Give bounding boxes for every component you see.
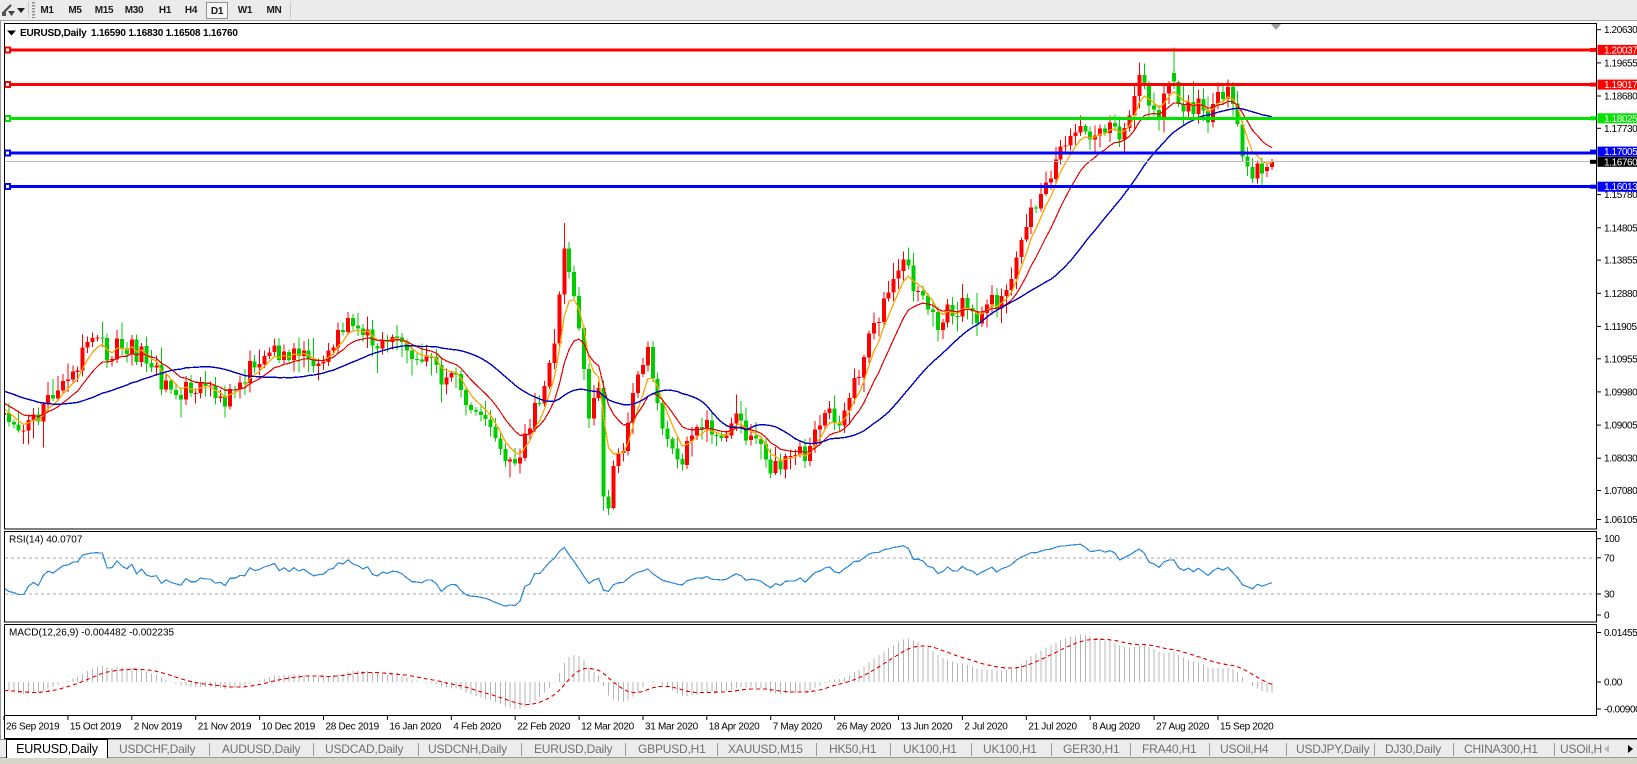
svg-text:31 Mar 2020: 31 Mar 2020 [645,722,699,733]
svg-text:0.0145565: 0.0145565 [1604,628,1637,639]
svg-text:1.18680: 1.18680 [1604,92,1637,103]
svg-text:EURUSD,Daily: EURUSD,Daily [20,28,87,39]
svg-text:21 Nov 2019: 21 Nov 2019 [198,722,252,733]
svg-text:1.17005: 1.17005 [1604,147,1637,158]
svg-text:1.13855: 1.13855 [1604,256,1637,267]
svg-text:2 Jul 2020: 2 Jul 2020 [964,722,1008,733]
svg-text:1.16590 1.16830 1.16508 1.1676: 1.16590 1.16830 1.16508 1.16760 [91,28,238,39]
svg-text:26 Sep 2019: 26 Sep 2019 [6,722,60,733]
svg-text:1.11905: 1.11905 [1604,322,1637,333]
svg-text:21 Jul 2020: 21 Jul 2020 [1028,722,1077,733]
svg-text:0: 0 [1604,611,1610,622]
svg-text:1.16760: 1.16760 [1604,157,1637,168]
svg-text:1.20630: 1.20630 [1604,25,1637,36]
svg-text:28 Dec 2019: 28 Dec 2019 [326,722,380,733]
svg-text:12 Mar 2020: 12 Mar 2020 [581,722,635,733]
svg-text:30: 30 [1604,590,1615,601]
svg-text:1.19655: 1.19655 [1604,58,1637,69]
svg-text:1.19017: 1.19017 [1604,80,1637,91]
svg-text:100: 100 [1604,534,1620,545]
svg-text:18 Apr 2020: 18 Apr 2020 [709,722,760,733]
svg-text:0.00: 0.00 [1604,678,1623,689]
svg-text:1.08030: 1.08030 [1604,454,1637,465]
svg-text:1.06105: 1.06105 [1604,515,1637,526]
svg-text:1.09980: 1.09980 [1604,387,1637,398]
svg-text:26 May 2020: 26 May 2020 [837,722,892,733]
svg-text:1.09005: 1.09005 [1604,421,1637,432]
svg-text:7 May 2020: 7 May 2020 [773,722,823,733]
svg-text:1.12880: 1.12880 [1604,289,1637,300]
svg-text:1.18025: 1.18025 [1604,114,1637,125]
svg-text:8 Aug 2020: 8 Aug 2020 [1092,722,1140,733]
svg-text:1.07080: 1.07080 [1604,486,1637,497]
svg-text:2 Nov 2019: 2 Nov 2019 [134,722,183,733]
svg-text:1.10955: 1.10955 [1604,354,1637,365]
svg-text:70: 70 [1604,553,1615,564]
svg-text:1.14805: 1.14805 [1604,223,1637,234]
svg-text:-0.00900: -0.00900 [1604,705,1637,716]
svg-text:15 Sep 2020: 15 Sep 2020 [1220,722,1274,733]
svg-text:RSI(14) 40.0707: RSI(14) 40.0707 [9,535,83,546]
svg-text:4 Feb 2020: 4 Feb 2020 [453,722,501,733]
svg-text:1.15780: 1.15780 [1604,190,1637,201]
svg-text:1.16013: 1.16013 [1604,182,1637,193]
svg-text:22 Feb 2020: 22 Feb 2020 [517,722,571,733]
svg-text:1.17730: 1.17730 [1604,124,1637,135]
svg-text:MACD(12,26,9) -0.004482 -0.002: MACD(12,26,9) -0.004482 -0.002235 [9,628,175,639]
svg-text:1.20037: 1.20037 [1604,45,1637,56]
svg-text:10 Dec 2019: 10 Dec 2019 [262,722,316,733]
svg-text:16 Jan 2020: 16 Jan 2020 [389,722,441,733]
svg-text:27 Aug 2020: 27 Aug 2020 [1156,722,1210,733]
svg-text:13 Jun 2020: 13 Jun 2020 [901,722,953,733]
svg-text:15 Oct 2019: 15 Oct 2019 [70,722,122,733]
